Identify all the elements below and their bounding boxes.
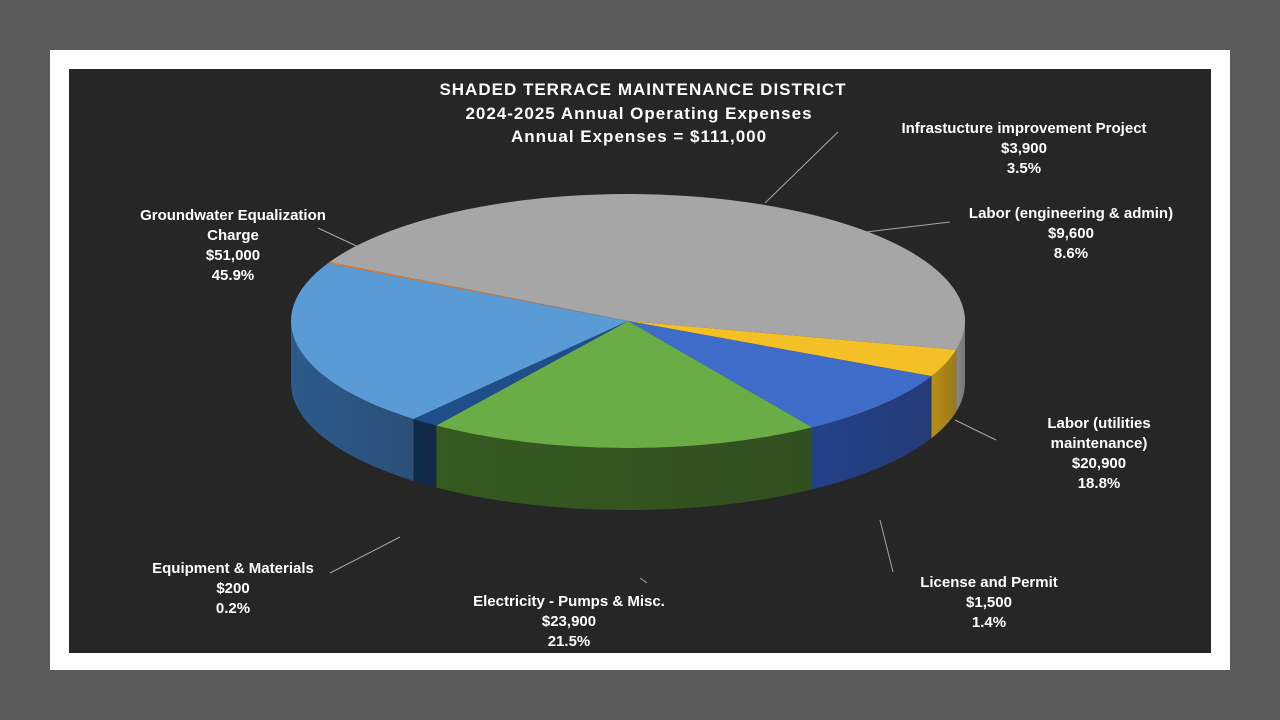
leader-lines bbox=[317, 131, 997, 584]
title-line-3: Annual Expenses = $111,000 bbox=[511, 127, 767, 146]
data-label-3: Labor (utilities maintenance) $20,900 18.8% bbox=[1047, 415, 1150, 492]
pie-side-0 bbox=[956, 321, 965, 412]
pie-side-3 bbox=[436, 425, 813, 510]
pie-slice-1 bbox=[628, 321, 957, 377]
pie-sides bbox=[291, 321, 965, 510]
pie-slice-5 bbox=[291, 263, 628, 419]
leader-line-4 bbox=[879, 519, 894, 573]
title-line-2: 2024-2025 Annual Operating Expenses bbox=[465, 104, 812, 123]
data-label-0: Groundwater Equalization Charge $51,000 45.… bbox=[140, 207, 326, 284]
leader-line-5 bbox=[639, 577, 648, 584]
pie-slice-4 bbox=[413, 321, 628, 426]
pie-side-5 bbox=[291, 321, 414, 481]
leader-line-1 bbox=[764, 131, 839, 204]
data-label-2: Labor (engineering & admin) $9,600 8.6% bbox=[969, 205, 1173, 262]
data-label-4: License and Permit $1,500 1.4% bbox=[920, 574, 1058, 631]
pie-side-1 bbox=[931, 349, 957, 439]
leader-line-0 bbox=[317, 227, 366, 251]
pie-side-4 bbox=[413, 418, 437, 488]
title-line-1: SHADED TERRACE MAINTENANCE DISTRICT bbox=[439, 80, 846, 99]
data-label-6: Equipment & Materials $200 0.2% bbox=[152, 560, 314, 617]
chart-title: SHADED TERRACE MAINTENANCE DISTRICT 2024… bbox=[439, 80, 846, 146]
pie-side-2 bbox=[812, 376, 932, 490]
pie-slice-0 bbox=[329, 193, 966, 350]
pie-slice-6 bbox=[327, 261, 628, 321]
data-label-5: Electricity - Pumps & Misc. $23,900 21.5% bbox=[473, 593, 665, 650]
leader-line-3 bbox=[954, 419, 997, 441]
data-label-1: Infrastucture improvement Project $3,900 3… bbox=[901, 120, 1146, 177]
pie-slice-2 bbox=[628, 321, 932, 428]
data-labels: Groundwater Equalization Charge $51,000 45.… bbox=[140, 120, 1173, 650]
pie-slice-3 bbox=[436, 321, 813, 448]
leader-line-6 bbox=[329, 536, 401, 574]
pie-tops bbox=[291, 193, 966, 448]
leader-line-2 bbox=[857, 221, 951, 234]
